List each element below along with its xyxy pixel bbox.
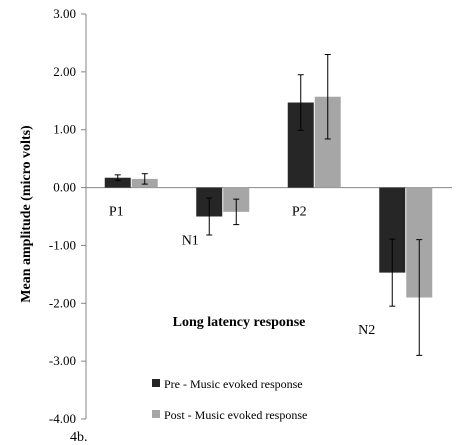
- category-labels: P1 N1 P2 N2: [109, 205, 375, 339]
- legend-label-pre: Pre - Music evoked response: [164, 377, 303, 391]
- legend: Pre - Music evoked response Post - Music…: [152, 377, 307, 422]
- legend-label-post: Post - Music evoked response: [164, 408, 307, 422]
- y-tick-label: 0.00: [53, 180, 76, 195]
- y-tick-label: 1.00: [53, 122, 76, 137]
- legend-swatch-pre: [152, 379, 160, 387]
- y-tick-label: -2.00: [49, 295, 76, 310]
- bars: [104, 96, 433, 298]
- category-label-n1: N1: [182, 234, 199, 249]
- category-label-p1: P1: [109, 205, 124, 220]
- y-axis-label: Mean amplitude (micro volts): [19, 125, 34, 303]
- category-label-p2: P2: [292, 205, 307, 220]
- figure-label: 4b.: [70, 430, 88, 445]
- y-tick-label: 3.00: [53, 6, 76, 21]
- y-tick-label: -1.00: [49, 237, 76, 252]
- axes: 3.00 2.00 1.00 0.00 -1.00 -2.00 -3.00 -4.00: [49, 6, 452, 426]
- y-tick-label: 2.00: [53, 64, 76, 79]
- y-tick-label: -4.00: [49, 411, 76, 426]
- x-axis-label: Long latency response: [173, 315, 306, 330]
- category-label-n2: N2: [358, 323, 375, 338]
- y-tick-label: -3.00: [49, 353, 76, 368]
- error-bars: [114, 54, 423, 356]
- legend-swatch-post: [152, 410, 160, 418]
- bar-p1-pre: [104, 177, 131, 188]
